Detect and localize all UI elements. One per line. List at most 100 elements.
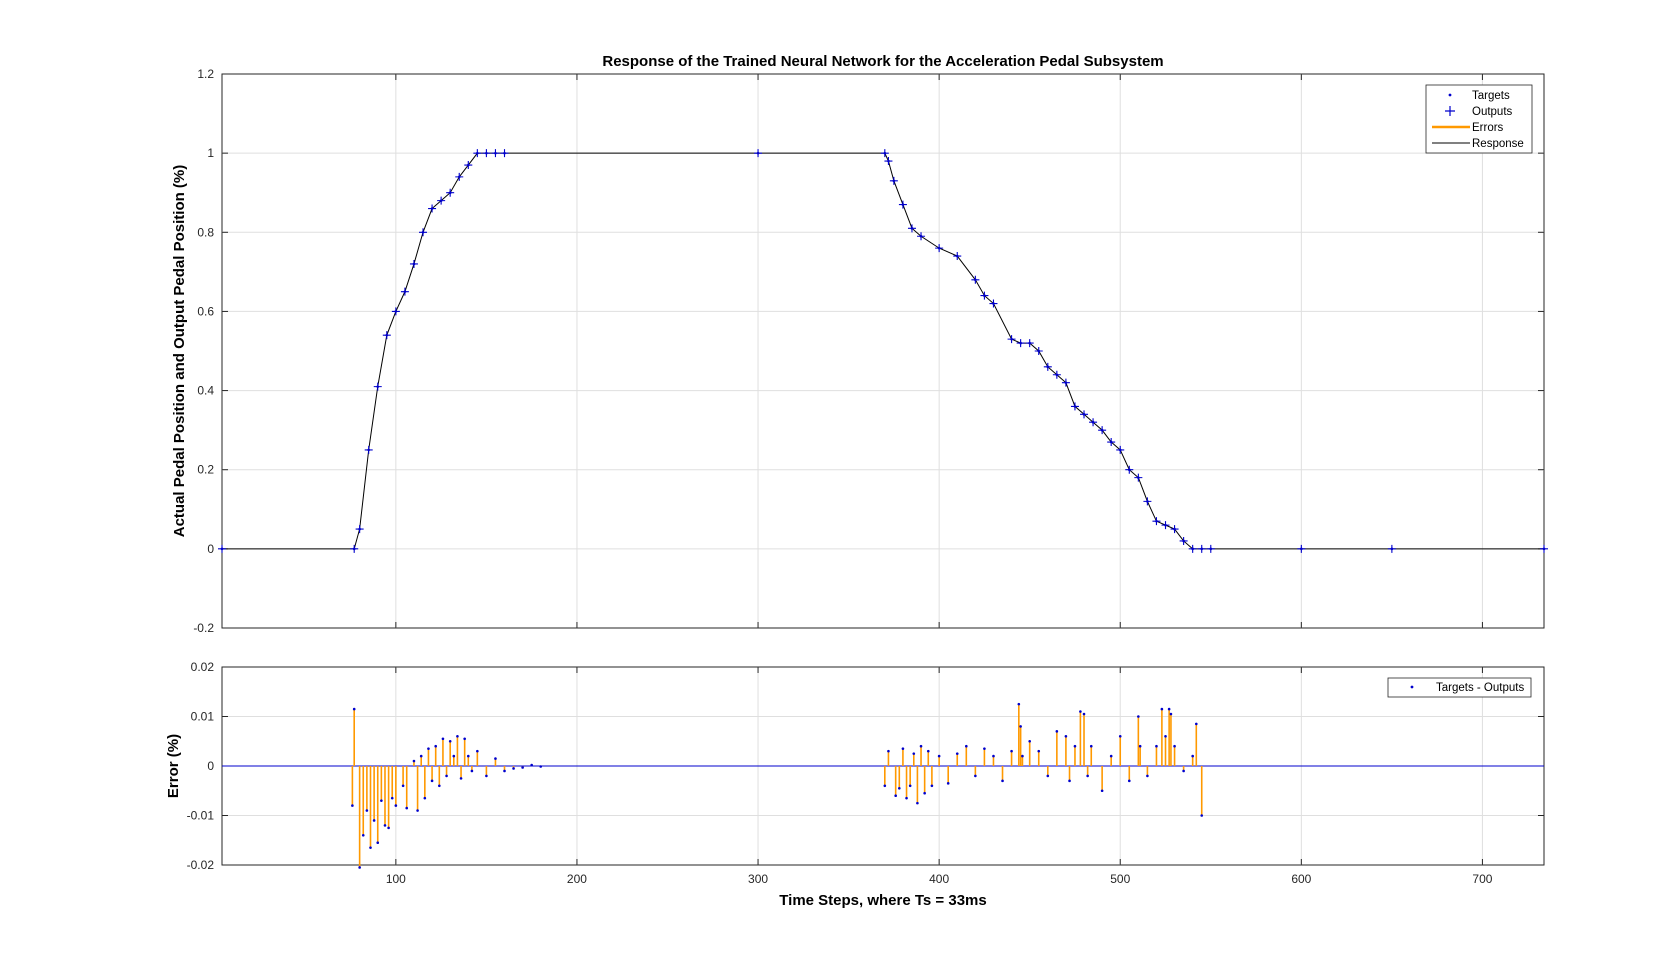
error-point — [1127, 779, 1131, 783]
error-point — [926, 749, 930, 753]
target-marker — [403, 290, 407, 293]
target-marker — [1300, 547, 1303, 551]
target-marker — [1118, 448, 1122, 452]
error-point — [1082, 712, 1086, 716]
error-point — [412, 759, 416, 763]
target-marker — [1137, 476, 1140, 479]
error-point — [1194, 722, 1198, 726]
error-point — [463, 737, 466, 741]
error-point — [1118, 735, 1122, 738]
error-point — [372, 819, 376, 822]
error-point — [416, 809, 419, 812]
error-point — [452, 754, 456, 758]
error-point — [1021, 754, 1024, 758]
error-point — [1010, 749, 1013, 753]
target-marker — [1073, 405, 1077, 408]
response-y-tick-label: 0 — [207, 542, 214, 556]
target-marker — [385, 333, 389, 337]
error-point — [387, 826, 390, 830]
target-marker — [887, 159, 890, 163]
error-point — [369, 846, 372, 849]
error-x-tick-label: 400 — [929, 872, 949, 886]
error-point — [1167, 707, 1171, 711]
target-marker — [1028, 341, 1031, 345]
error-point — [1137, 715, 1140, 718]
response-y-tick-label: 1 — [207, 146, 214, 160]
response-panel: -0.2 0 0.2 0.4 0.6 0.8 1 1.2 Response of the Tr… — [171, 53, 1548, 635]
target-marker — [992, 302, 995, 305]
target-marker — [1082, 413, 1086, 416]
error-point — [923, 791, 926, 795]
target-marker — [376, 385, 380, 388]
error-point — [1164, 735, 1167, 738]
error-point — [494, 757, 497, 760]
error-point — [512, 767, 515, 770]
error-x-tick-label: 700 — [1472, 872, 1492, 886]
target-marker — [1542, 547, 1546, 551]
error-y-tick-label: 0 — [207, 759, 214, 773]
target-marker — [1182, 539, 1185, 543]
response-legend: Targets Outputs Errors Response — [1425, 84, 1533, 154]
error-point — [1160, 707, 1164, 711]
error-point — [456, 735, 459, 738]
target-marker — [1155, 519, 1158, 523]
target-marker — [901, 203, 905, 206]
error-y-tick-label: 0.02 — [191, 660, 215, 674]
target-marker — [457, 175, 461, 179]
error-point — [1182, 769, 1185, 773]
target-marker — [439, 199, 443, 202]
target-marker — [937, 246, 941, 250]
target-marker — [476, 151, 479, 155]
error-point — [1046, 774, 1050, 778]
legend-outputs-label: Outputs — [1472, 106, 1513, 118]
error-point — [427, 747, 430, 750]
legend-targets-outputs-label: Targets - Outputs — [1436, 682, 1524, 694]
response-series — [218, 149, 1548, 553]
error-point — [448, 739, 452, 743]
error-point — [476, 749, 479, 753]
response-legend-box — [1425, 84, 1533, 154]
error-point — [419, 754, 423, 758]
target-marker — [412, 262, 416, 266]
response-plot-area — [221, 73, 1545, 629]
target-marker — [1046, 365, 1050, 369]
error-point — [1086, 774, 1089, 778]
error-point — [883, 784, 887, 788]
target-marker — [1010, 337, 1013, 341]
error-point — [1001, 779, 1004, 783]
error-x-tick-label: 200 — [567, 872, 587, 886]
error-point — [401, 784, 405, 788]
error-panel: 100 200 300 400 500 600 700 -0.02 -0.01 0 0.01 0.02… — [165, 660, 1545, 909]
target-marker — [1037, 349, 1041, 353]
target-marker — [358, 527, 361, 531]
error-point — [1089, 744, 1093, 748]
error-point — [1169, 712, 1173, 716]
legend-outputs-marker — [1445, 106, 1455, 116]
response-y-tick-label: 0.2 — [197, 463, 214, 477]
error-point — [974, 774, 977, 778]
error-point — [1073, 744, 1077, 748]
error-point — [351, 804, 354, 807]
error-point — [1068, 779, 1071, 783]
target-marker — [1064, 381, 1068, 384]
target-marker — [220, 547, 224, 551]
target-marker — [974, 278, 977, 282]
legend-errors-label: Errors — [1472, 122, 1504, 134]
error-point — [916, 801, 919, 805]
error-x-tick-label: 100 — [386, 872, 406, 886]
target-marker — [1200, 547, 1204, 551]
error-point — [430, 779, 434, 783]
target-marker — [1055, 373, 1059, 377]
error-point — [1191, 754, 1194, 758]
target-marker — [892, 179, 896, 183]
error-point — [470, 769, 474, 773]
target-marker — [430, 207, 434, 210]
response-y-axis-label: Actual Pedal Position and Output Pedal P… — [171, 165, 188, 538]
target-marker — [1390, 547, 1394, 551]
target-marker — [1109, 440, 1113, 444]
error-point — [887, 749, 890, 753]
error-y-tick-label: 0.01 — [191, 710, 215, 724]
error-point — [1055, 730, 1059, 733]
error-point — [919, 744, 923, 748]
legend-response-label: Response — [1472, 138, 1524, 150]
